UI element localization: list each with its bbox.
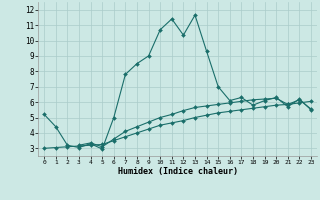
X-axis label: Humidex (Indice chaleur): Humidex (Indice chaleur) bbox=[118, 167, 238, 176]
